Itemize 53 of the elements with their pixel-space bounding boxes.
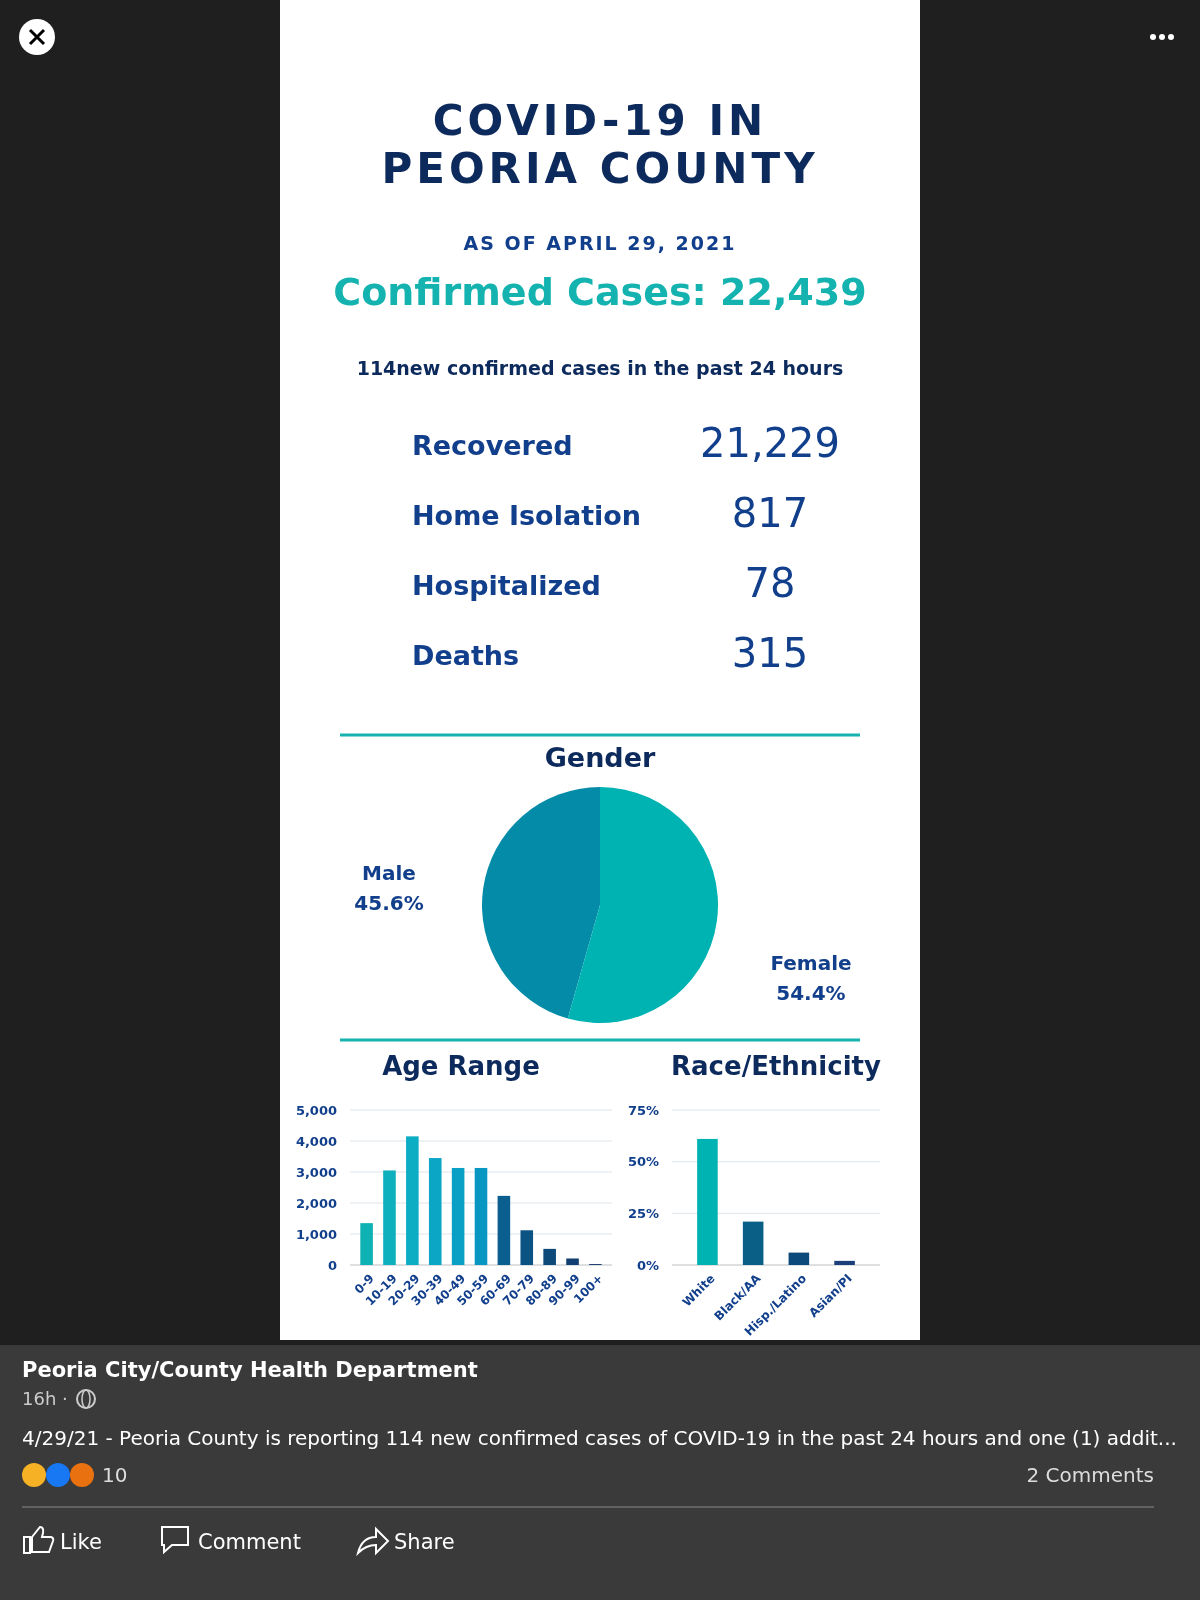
text: 16h · — [22, 1388, 68, 1409]
bar — [451, 1167, 465, 1265]
pie-slice — [482, 787, 600, 1019]
chart-title: Race/Ethnicity — [671, 1051, 882, 1081]
bar — [406, 1136, 419, 1265]
bar — [834, 1260, 855, 1265]
text: Peoria City/County Health Department — [22, 1358, 478, 1382]
bar — [383, 1170, 396, 1265]
text: 114new confirmed cases in the past 24 hours — [356, 357, 844, 379]
y-tick-label: 3,000 — [295, 1164, 337, 1180]
text: 21,229 — [700, 420, 840, 466]
text: 78 — [744, 560, 796, 606]
data-label: 45.6% — [354, 891, 424, 916]
chart-title: Gender — [544, 742, 657, 773]
y-tick-label: 25% — [627, 1205, 659, 1221]
text: 817 — [731, 490, 809, 536]
bar — [497, 1195, 511, 1265]
y-tick-label: 1,000 — [295, 1226, 337, 1242]
bar — [566, 1258, 579, 1265]
slice-label: Female — [770, 950, 852, 975]
text: AS OF APRIL 29, 2021 — [463, 232, 737, 254]
text: 10 — [102, 1463, 128, 1487]
text: 315 — [731, 630, 809, 676]
y-tick-label: 0% — [636, 1257, 659, 1273]
pie-slice — [567, 787, 718, 1023]
text: Confirmed Cases: 22,439 — [333, 270, 867, 314]
text: Hospitalized — [412, 570, 601, 601]
bar — [697, 1138, 718, 1265]
bar — [742, 1221, 764, 1265]
text: Like — [60, 1530, 102, 1554]
y-tick-label: 5,000 — [295, 1102, 337, 1118]
bar — [428, 1158, 442, 1265]
y-tick-label: 75% — [627, 1102, 659, 1118]
bar — [360, 1223, 373, 1265]
bar — [543, 1248, 556, 1265]
text: Comment — [198, 1530, 301, 1554]
text: Recovered — [412, 430, 573, 461]
data-label: 54.4% — [776, 980, 846, 1005]
bar — [474, 1167, 488, 1265]
text: 4/29/21 - Peoria County is reporting 114 new confirmed cases of COVID-19 in the past 24 hours and one (1) addit... — [22, 1426, 1177, 1450]
y-tick-label: 4,000 — [295, 1133, 337, 1149]
text: Deaths — [412, 640, 520, 671]
slice-label: Male — [362, 861, 416, 886]
y-tick-label: 2,000 — [295, 1195, 337, 1211]
bar — [788, 1252, 810, 1265]
text: 2 Comments — [1026, 1463, 1154, 1487]
chart-title: Age Range — [382, 1051, 540, 1081]
text: Share — [394, 1530, 455, 1554]
text: Home Isolation — [412, 500, 642, 531]
y-tick-label: 0 — [327, 1257, 337, 1273]
y-tick-label: 50% — [627, 1154, 659, 1170]
text: COVID-19 IN PEORIA COUNTY — [381, 96, 819, 193]
bar — [520, 1230, 534, 1265]
